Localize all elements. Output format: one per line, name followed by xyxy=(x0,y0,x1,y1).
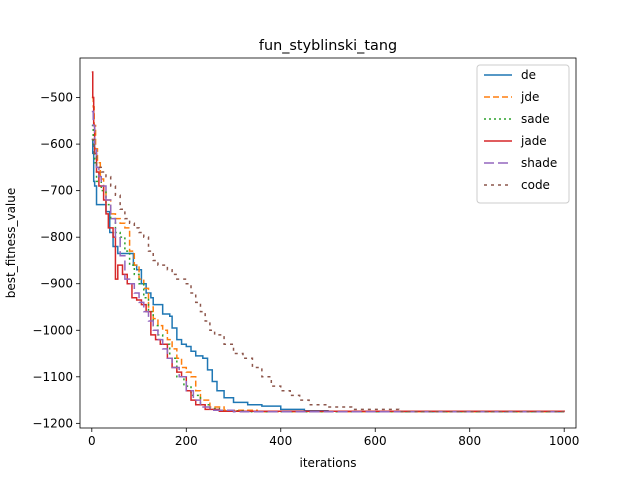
legend-box xyxy=(476,64,570,204)
y-tick-label: −1100 xyxy=(32,370,73,384)
legend-label-code: code xyxy=(521,178,550,192)
y-tick-label: −1200 xyxy=(32,416,73,430)
x-tick-label: 1000 xyxy=(549,434,580,448)
y-tick-label: −600 xyxy=(40,137,73,151)
series-line-de xyxy=(91,138,565,413)
legend-label-de: de xyxy=(521,68,536,82)
legend-label-jade: jade xyxy=(520,134,547,148)
y-tick-label: −1000 xyxy=(32,323,73,337)
x-tick-label: 0 xyxy=(88,434,96,448)
y-tick-label: −700 xyxy=(40,184,73,198)
x-axis-title: iterations xyxy=(300,456,357,470)
legend-label-shade: shade xyxy=(521,156,557,170)
x-axis: 0 200 400 600 800 1000 xyxy=(88,428,579,448)
x-tick-label: 600 xyxy=(364,434,387,448)
legend: de jde sade jade shade code xyxy=(476,64,570,204)
y-tick-label: −500 xyxy=(40,91,73,105)
chart-title: fun_styblinski_tang xyxy=(259,38,397,54)
y-tick-label: −800 xyxy=(40,230,73,244)
x-tick-label: 800 xyxy=(458,434,481,448)
y-axis: −1200 −1100 −1000 −900 −800 −700 −600 −500 xyxy=(32,91,80,430)
y-axis-title: best_fitness_value xyxy=(4,188,18,299)
plot-frame xyxy=(79,57,577,429)
series-line-code xyxy=(91,138,565,413)
series-layer xyxy=(91,71,565,413)
x-tick-label: 200 xyxy=(175,434,198,448)
legend-label-sade: sade xyxy=(521,112,550,126)
series-line-shade xyxy=(91,110,565,413)
y-tick-label: −900 xyxy=(40,277,73,291)
x-tick-label: 400 xyxy=(269,434,292,448)
legend-label-jde: jde xyxy=(520,90,539,104)
